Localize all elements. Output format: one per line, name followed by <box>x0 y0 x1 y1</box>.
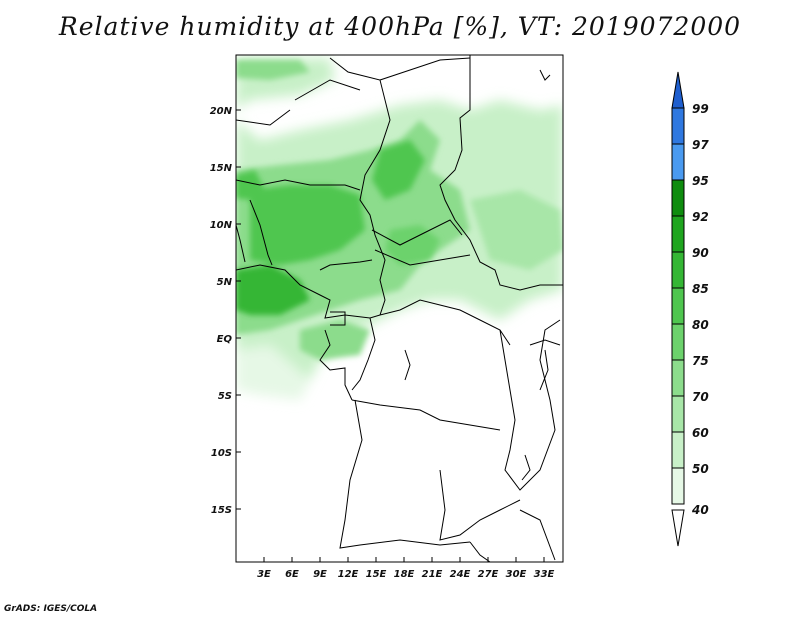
colorbar-label: 70 <box>692 390 709 404</box>
colorbar-label: 92 <box>692 210 709 224</box>
colorbar-segment <box>671 323 685 361</box>
lat-tick-label: EQ <box>217 334 233 345</box>
colorbar-label: 85 <box>692 282 709 296</box>
lat-axis: 20N 15N 10N 5N EQ 5S 10S 15S <box>210 106 241 516</box>
credit-text: GrADS: IGES/COLA <box>4 604 98 614</box>
colorbar-segment <box>671 287 685 325</box>
colorbar-segment <box>671 179 685 217</box>
colorbar-label: 60 <box>692 426 709 440</box>
colorbar-segment <box>671 143 685 181</box>
humidity-field <box>236 55 563 562</box>
lon-axis: 3E 6E 9E 12E 15E 18E 21E 24E 27E 30E 33E <box>257 557 555 580</box>
lon-tick-label: 21E <box>422 569 443 580</box>
colorbar: 99 97 95 92 90 85 80 75 70 60 50 40 <box>671 71 709 547</box>
colorbar-label: 80 <box>692 318 709 332</box>
lat-tick-label: 15S <box>211 505 232 516</box>
lat-tick-label: 5S <box>218 391 232 402</box>
colorbar-segment <box>671 215 685 253</box>
lon-tick-label: 18E <box>394 569 415 580</box>
lon-tick-label: 15E <box>366 569 387 580</box>
lon-tick-label: 27E <box>478 569 499 580</box>
lon-tick-label: 9E <box>313 569 327 580</box>
lon-tick-label: 24E <box>450 569 471 580</box>
lon-tick-label: 12E <box>338 569 359 580</box>
chart-title: Relative humidity at 400hPa [%], VT: 201… <box>58 12 742 41</box>
colorbar-label: 97 <box>692 138 709 152</box>
lon-tick-label: 30E <box>506 569 527 580</box>
lon-tick-label: 6E <box>285 569 299 580</box>
lat-tick-label: 15N <box>210 163 233 174</box>
lon-tick-label: 33E <box>534 569 555 580</box>
colorbar-segment <box>671 359 685 397</box>
colorbar-label: 99 <box>692 102 709 116</box>
lat-tick-label: 5N <box>217 277 233 288</box>
colorbar-segment <box>671 251 685 289</box>
country-borders <box>236 55 563 562</box>
humidity-dark-shading <box>236 140 440 315</box>
lat-tick-label: 20N <box>210 106 233 117</box>
colorbar-segment <box>671 395 685 433</box>
lon-tick-label: 3E <box>257 569 271 580</box>
colorbar-label: 75 <box>692 354 709 368</box>
colorbar-top-arrow <box>671 71 685 109</box>
colorbar-label: 50 <box>692 462 709 476</box>
colorbar-label: 90 <box>692 246 709 260</box>
colorbar-label: 95 <box>692 174 709 188</box>
colorbar-segment <box>671 431 685 469</box>
colorbar-segment <box>671 107 685 145</box>
lat-tick-label: 10N <box>210 220 233 231</box>
lat-tick-label: 10S <box>211 448 232 459</box>
colorbar-label: 40 <box>691 503 709 517</box>
colorbar-segment <box>671 467 685 505</box>
colorbar-bottom-arrow <box>671 509 685 547</box>
map-frame <box>235 54 564 563</box>
